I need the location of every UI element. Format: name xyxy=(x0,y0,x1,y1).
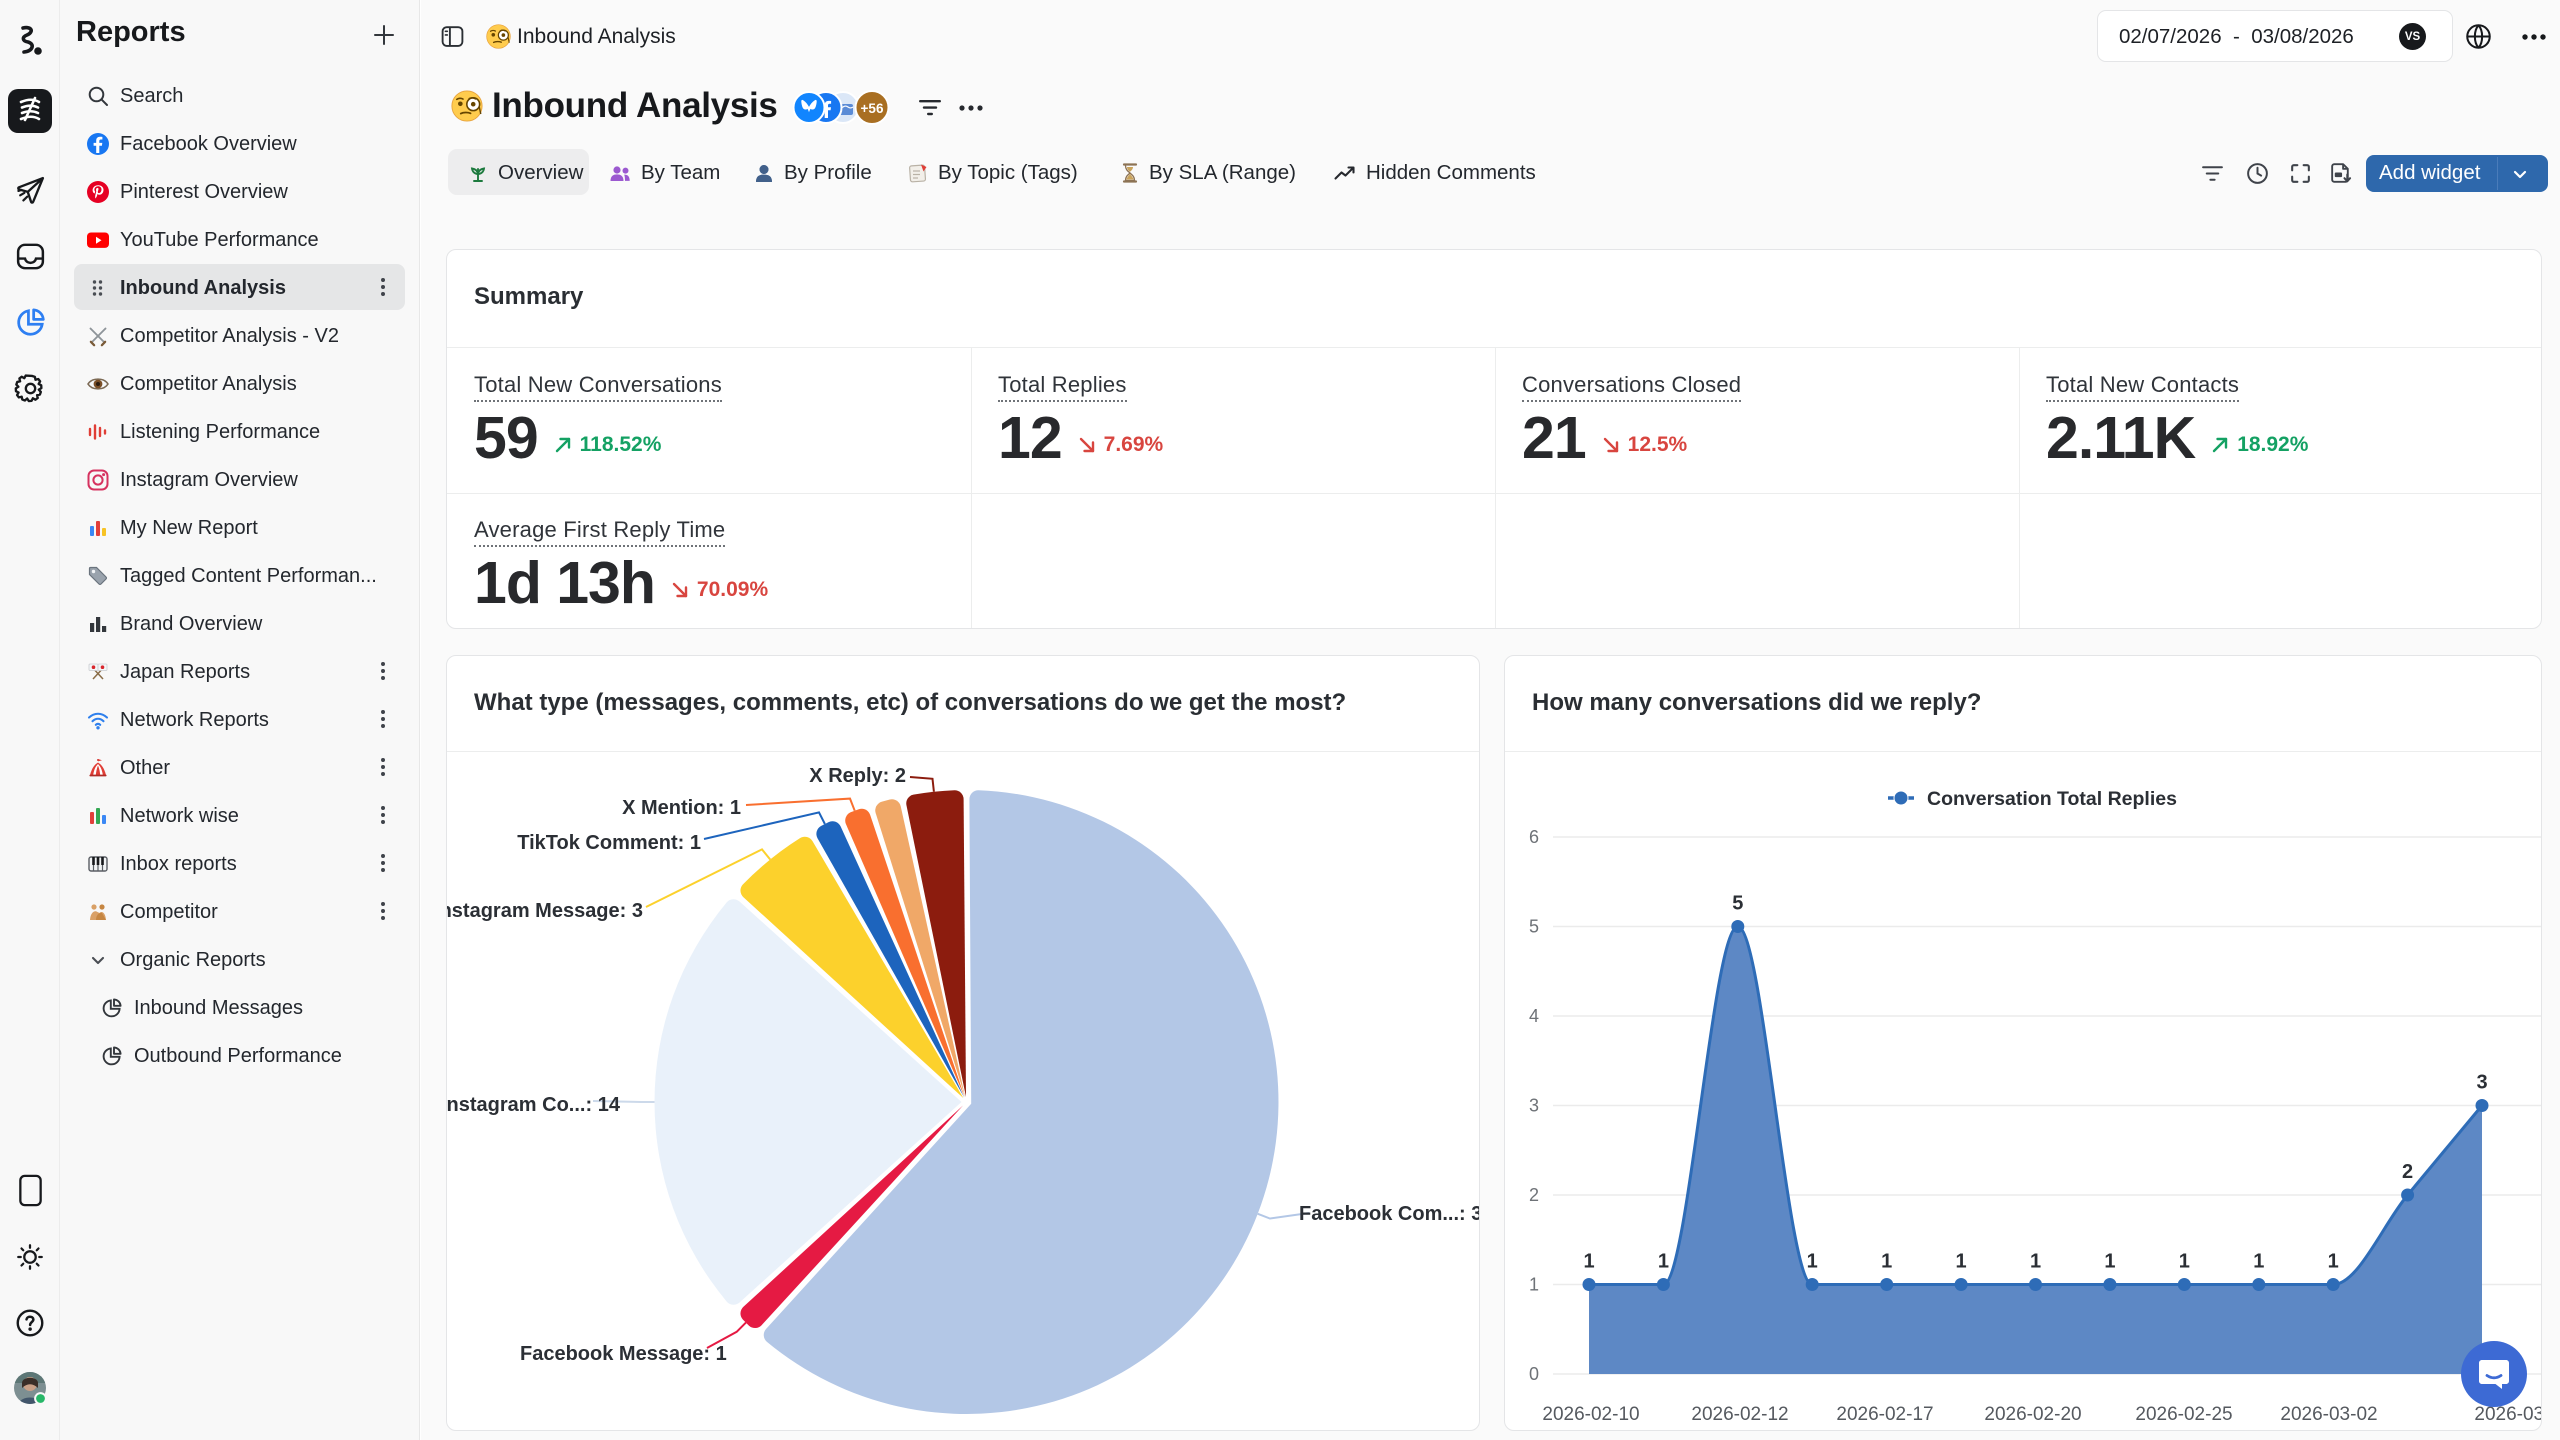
svg-text:0: 0 xyxy=(1529,1364,1539,1384)
svg-text:2026-03-08: 2026-03-08 xyxy=(2474,1404,2541,1425)
svg-text:Conversation Total Replies: Conversation Total Replies xyxy=(1927,788,2177,810)
svg-text:1: 1 xyxy=(1881,1251,1892,1273)
svg-text:1: 1 xyxy=(1807,1251,1818,1273)
svg-text:2026-02-17: 2026-02-17 xyxy=(1836,1404,1933,1425)
svg-text:2: 2 xyxy=(1529,1185,1539,1205)
svg-text:1: 1 xyxy=(1529,1275,1539,1295)
svg-text:X Mention: 1: X Mention: 1 xyxy=(622,797,741,819)
svg-text:1: 1 xyxy=(2104,1251,2115,1273)
svg-text:2026-02-20: 2026-02-20 xyxy=(1984,1404,2081,1425)
svg-text:X Reply: 2: X Reply: 2 xyxy=(809,765,906,787)
svg-text:1: 1 xyxy=(2328,1251,2339,1273)
svg-text:Instagram Message: 3: Instagram Message: 3 xyxy=(447,900,643,922)
svg-text:Facebook Com...: 37: Facebook Com...: 37 xyxy=(1299,1203,1479,1225)
svg-text:5: 5 xyxy=(1529,917,1539,937)
svg-text:1: 1 xyxy=(1658,1251,1669,1273)
svg-text:Instagram Co...: 14: Instagram Co...: 14 xyxy=(447,1094,621,1116)
svg-text:4: 4 xyxy=(1529,1006,1539,1026)
svg-text:5: 5 xyxy=(1732,893,1743,915)
svg-text:3: 3 xyxy=(1529,1096,1539,1116)
svg-text:1: 1 xyxy=(2179,1251,2190,1273)
svg-text:1: 1 xyxy=(1956,1251,1967,1273)
svg-text:1: 1 xyxy=(2030,1251,2041,1273)
svg-text:2026-02-25: 2026-02-25 xyxy=(2135,1404,2232,1425)
svg-text:2: 2 xyxy=(2402,1161,2413,1183)
svg-text:Facebook Message: 1: Facebook Message: 1 xyxy=(520,1343,727,1365)
svg-text:2026-03-02: 2026-03-02 xyxy=(2280,1404,2377,1425)
svg-text:2026-02-12: 2026-02-12 xyxy=(1691,1404,1788,1425)
svg-text:1: 1 xyxy=(2253,1251,2264,1273)
svg-text:TikTok Comment: 1: TikTok Comment: 1 xyxy=(517,832,701,854)
svg-text:3: 3 xyxy=(2476,1072,2487,1094)
svg-text:2026-02-10: 2026-02-10 xyxy=(1542,1404,1639,1425)
svg-text:1: 1 xyxy=(1583,1251,1594,1273)
svg-text:+56: +56 xyxy=(861,101,884,116)
svg-text:6: 6 xyxy=(1529,827,1539,847)
